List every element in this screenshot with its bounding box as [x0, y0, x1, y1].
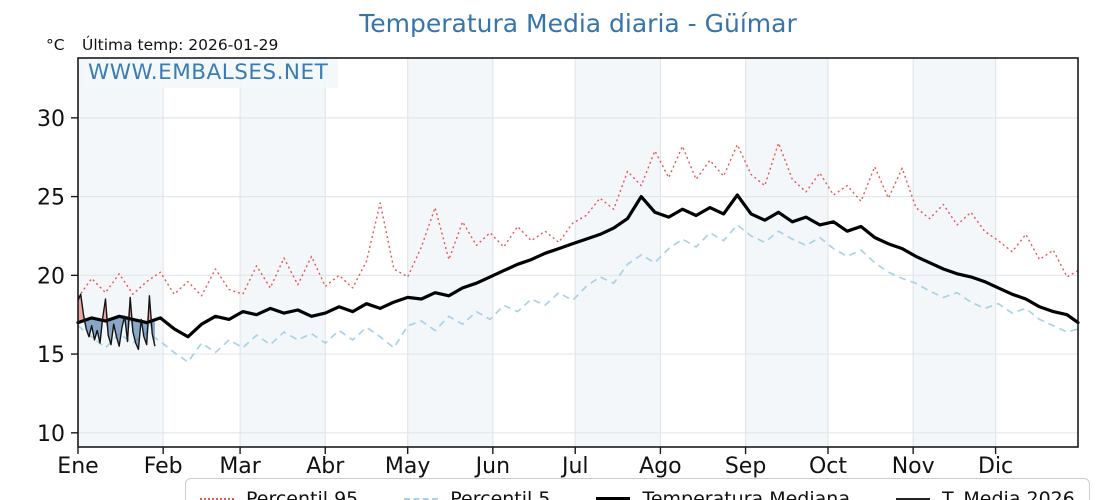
- legend-item-percentil-95: Percentil 95: [200, 488, 358, 500]
- mediana-line: [76, 193, 1080, 339]
- legend-label-mediana: Temperatura Mediana: [642, 488, 850, 500]
- y-tick-label-30: 30: [37, 107, 65, 132]
- month-band: [407, 58, 493, 447]
- x-tick-label-jun: Jun: [474, 454, 510, 479]
- x-tick-label-nov: Nov: [892, 454, 935, 479]
- legend-item-t-media-2026: T. Media 2026: [895, 488, 1075, 500]
- x-tick-label-ago: Ago: [639, 454, 681, 479]
- y-tick-label-25: 25: [37, 186, 65, 211]
- plot-border: [77, 57, 1079, 448]
- month-band: [913, 58, 996, 447]
- y-axis-unit-label: °C: [46, 36, 65, 54]
- watermark-text: WWW.EMBALSES.NET: [84, 59, 339, 88]
- percentil-95-line-swatch: [200, 498, 234, 500]
- y-tick-label-20: 20: [37, 264, 65, 289]
- x-tick-label-oct: Oct: [809, 454, 847, 479]
- x-tick-label-mar: Mar: [219, 454, 261, 479]
- t-media-2026-line-swatch: [895, 498, 930, 500]
- y-tick-label-15: 15: [37, 343, 65, 368]
- legend-label-percentil-95: Percentil 95: [246, 488, 359, 500]
- x-tick-label-ene: Ene: [57, 454, 98, 479]
- legend-label-percentil-5: Percentil 5: [450, 488, 551, 500]
- legend-item-mediana: Temperatura Mediana: [596, 488, 850, 500]
- x-tick-label-dic: Dic: [978, 454, 1013, 479]
- x-tick-label-feb: Feb: [144, 454, 183, 479]
- month-band: [575, 58, 661, 447]
- legend-label-t-media-2026: T. Media 2026: [941, 488, 1075, 500]
- mediana-line-swatch: [596, 497, 631, 500]
- percentil-5-line-swatch: [404, 498, 439, 500]
- x-tick-label-jul: Jul: [560, 454, 589, 479]
- y-tick-label-10: 10: [37, 422, 65, 447]
- month-band: [240, 58, 326, 447]
- legend-item-percentil-5: Percentil 5: [404, 488, 550, 500]
- month-band: [745, 58, 828, 447]
- last-temp-label: Última temp: 2026-01-29: [82, 36, 279, 54]
- x-tick-label-may: May: [385, 454, 430, 479]
- page-title: Temperatura Media diaria - Güímar: [359, 9, 797, 38]
- x-tick-label-sep: Sep: [725, 454, 766, 479]
- percentil-95-line: [77, 142, 1079, 298]
- chart-legend: Percentil 95 Percentil 5 Temperatura Med…: [185, 478, 1090, 500]
- t-media-2026-line: [77, 293, 156, 351]
- month-band: [78, 58, 164, 447]
- x-tick-label-abr: Abr: [306, 454, 345, 479]
- percentil-5-line: [77, 224, 1079, 363]
